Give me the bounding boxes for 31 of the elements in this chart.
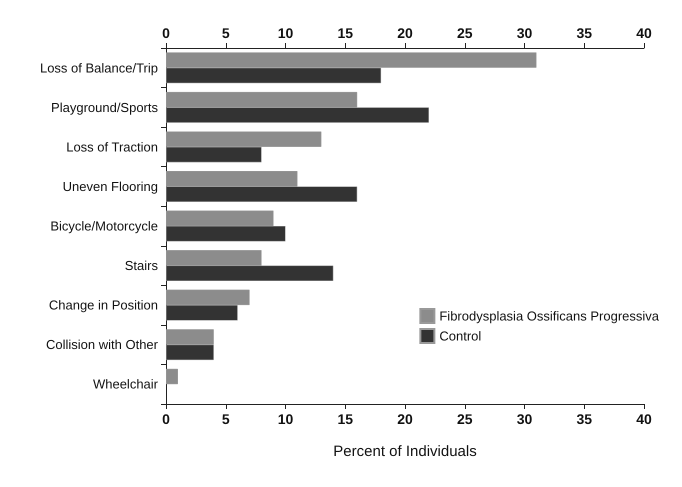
bar: [166, 368, 178, 384]
y-tick-label: Change in Position: [48, 298, 158, 313]
x2-tick-label: 40: [636, 25, 652, 41]
y-tick-label: Loss of Balance/Trip: [40, 60, 158, 76]
legend-label: Control: [439, 328, 482, 344]
x2-tick-label: 5: [222, 25, 230, 41]
x-tick-label: 35: [576, 411, 592, 427]
y-tick-label: Uneven Flooring: [62, 178, 158, 194]
x2-tick-label: 30: [516, 25, 532, 41]
x-tick-label: 25: [456, 411, 473, 427]
x-tick-label: 40: [636, 411, 652, 427]
x-tick-label: 30: [516, 411, 532, 427]
y-tick-label: Bicycle/Motorcycle: [50, 218, 158, 234]
x2-tick-label: 20: [397, 25, 413, 41]
x2-tick-label: 15: [337, 25, 354, 41]
x-tick-label: 15: [337, 411, 354, 427]
x-axis-title: Percent of Individuals: [333, 443, 477, 460]
x-tick-label: 20: [397, 411, 413, 427]
y-tick-label: Stairs: [124, 258, 158, 274]
x-tick-label: 10: [278, 411, 294, 427]
legend-label: Fibrodysplasia Ossificans Progressiva: [439, 308, 660, 324]
y-tick-label: Playground/Sports: [51, 100, 158, 115]
x2-tick-label: 25: [456, 25, 473, 41]
x2-tick-label: 0: [162, 25, 170, 41]
y-tick-label: Collision with Other: [46, 337, 159, 352]
x2-tick-label: 35: [576, 25, 592, 41]
x-tick-label: 0: [162, 411, 170, 427]
x2-tick-label: 10: [278, 25, 294, 41]
y-tick-label: Wheelchair: [92, 376, 159, 392]
y-tick-label: Loss of Traction: [66, 139, 158, 154]
x-tick-label: 5: [222, 411, 230, 427]
